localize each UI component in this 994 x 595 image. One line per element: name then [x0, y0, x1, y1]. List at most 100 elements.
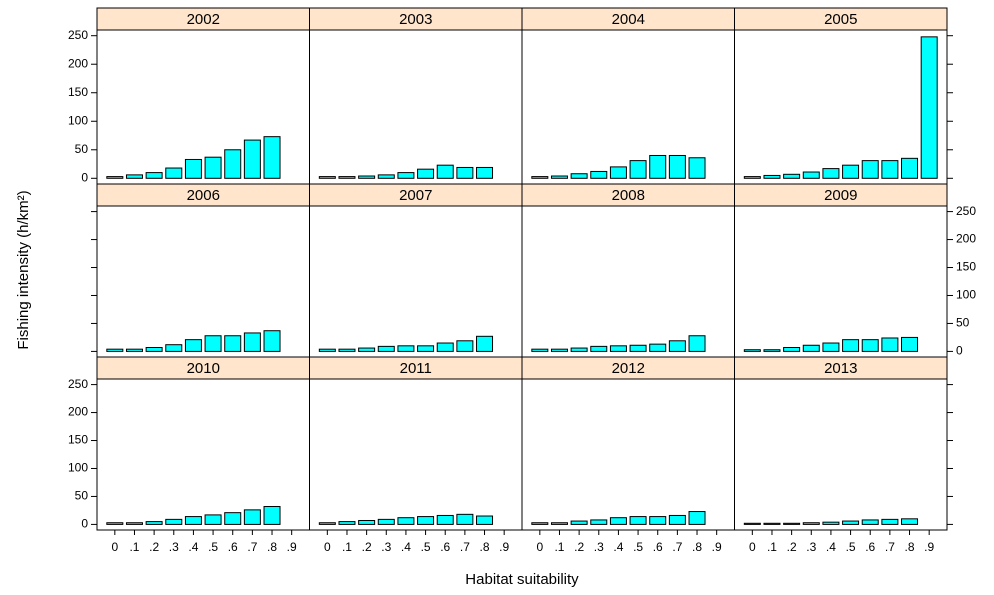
panel-title: 2012: [612, 360, 645, 377]
bar: [165, 344, 183, 352]
x-tick-label: .5: [846, 540, 856, 554]
bar: [377, 518, 395, 525]
bar: [590, 170, 608, 179]
bar: [629, 160, 647, 179]
y-tick-label: 100: [68, 113, 88, 127]
bar: [224, 149, 242, 179]
x-tick-label: .4: [401, 540, 411, 554]
x-tick-label: 0: [749, 540, 756, 554]
bar: [204, 156, 222, 179]
y-tick-label: 100: [68, 461, 88, 475]
bar: [649, 154, 667, 179]
bar: [901, 157, 919, 179]
x-tick-label: .6: [865, 540, 875, 554]
x-tick-label: .3: [169, 540, 179, 554]
bar: [436, 164, 454, 179]
bar: [881, 337, 899, 352]
bar: [338, 176, 356, 179]
bar: [184, 516, 202, 525]
bar: [263, 506, 281, 525]
bar: [743, 349, 761, 352]
x-tick-label: .7: [247, 540, 257, 554]
bar: [763, 522, 781, 525]
bar: [802, 171, 820, 179]
bar: [263, 136, 281, 179]
bar: [688, 335, 706, 352]
bar: [688, 511, 706, 525]
bar: [590, 345, 608, 352]
panel-frame: [309, 29, 523, 185]
bar: [377, 174, 395, 179]
bar: [629, 344, 647, 352]
x-tick-label: .2: [149, 540, 159, 554]
bar: [763, 174, 781, 179]
bar: [358, 347, 376, 352]
bar: [649, 343, 667, 352]
bar: [668, 154, 686, 179]
x-tick-label: .1: [342, 540, 352, 554]
x-tick-label: .5: [208, 540, 218, 554]
bar: [570, 520, 588, 525]
bar: [204, 335, 222, 352]
y-tick-label: 150: [956, 260, 976, 274]
x-tick-label: .7: [885, 540, 895, 554]
bar: [802, 522, 820, 525]
panel-title: 2006: [187, 187, 220, 204]
bar: [531, 522, 549, 525]
bar: [125, 348, 143, 352]
x-tick-label: .8: [267, 540, 277, 554]
x-tick-label: .2: [574, 540, 584, 554]
bar: [243, 509, 261, 525]
bar: [531, 176, 549, 179]
bar: [881, 160, 899, 179]
bar: [456, 513, 474, 525]
bar: [165, 167, 183, 179]
bar: [842, 164, 860, 179]
bar: [106, 348, 124, 352]
x-tick-label: .9: [712, 540, 722, 554]
bar: [842, 339, 860, 352]
bar: [802, 344, 820, 352]
y-tick-label: 50: [956, 316, 970, 330]
panel-frame: [521, 205, 735, 358]
bar: [901, 336, 919, 352]
bar: [550, 175, 568, 179]
bar: [783, 346, 801, 352]
panel-frame: [309, 205, 523, 358]
x-tick-label: .7: [460, 540, 470, 554]
bar: [417, 516, 435, 525]
x-tick-label: .4: [188, 540, 198, 554]
bar: [783, 173, 801, 179]
bar: [397, 517, 415, 525]
x-tick-label: .2: [787, 540, 797, 554]
panel-frame: [521, 378, 735, 531]
bar: [861, 160, 879, 179]
x-tick-label: .1: [129, 540, 139, 554]
bar: [881, 518, 899, 525]
x-tick-label: .5: [421, 540, 431, 554]
y-tick-label: 0: [81, 170, 88, 184]
x-tick-label: .9: [924, 540, 934, 554]
bar: [783, 522, 801, 525]
bar: [243, 139, 261, 179]
bar: [184, 339, 202, 352]
x-tick-label: .4: [826, 540, 836, 554]
bar: [822, 168, 840, 179]
bar: [436, 514, 454, 525]
x-tick-label: 0: [324, 540, 331, 554]
x-tick-label: .2: [362, 540, 372, 554]
x-tick-label: .8: [692, 540, 702, 554]
y-tick-label: 50: [75, 489, 89, 503]
bar: [145, 346, 163, 352]
y-tick-label: 200: [956, 232, 976, 246]
x-tick-label: .3: [381, 540, 391, 554]
y-axis-label: Fishing intensity (h/km²): [15, 190, 32, 349]
x-tick-label: .5: [633, 540, 643, 554]
bar: [743, 522, 761, 525]
bar: [456, 340, 474, 352]
bar: [822, 521, 840, 525]
bar: [550, 522, 568, 525]
bar: [224, 335, 242, 352]
y-tick-label: 150: [68, 85, 88, 99]
bar: [204, 514, 222, 525]
